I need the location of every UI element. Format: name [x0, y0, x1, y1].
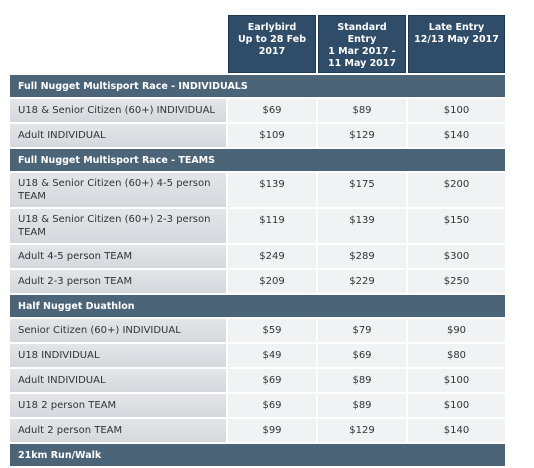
section-title: Full Nugget Multisport Race - INDIVIDUAL…: [10, 75, 505, 97]
price-table-wrap: Earlybird Up to 28 Feb 2017 Standard Entry…: [8, 13, 507, 468]
price: $119: [228, 209, 316, 243]
price-row: Adult INDIVIDUAL $109 $129 $140: [10, 124, 505, 147]
header-line: Up to 28 Feb 2017: [237, 34, 307, 57]
section-title: Full Nugget Multisport Race - TEAMS: [10, 149, 505, 171]
price-row: U18 & Senior Citizen (60+) 4-5 person TE…: [10, 173, 505, 207]
column-header: Late Entry 12/13 May 2017: [408, 15, 505, 73]
price: $59: [228, 319, 316, 342]
price: $100: [408, 369, 505, 392]
entry-label: Adult 2 person TEAM: [10, 419, 226, 442]
price: $140: [408, 419, 505, 442]
entry-label: Adult 4-5 person TEAM: [10, 245, 226, 268]
price: $69: [228, 394, 316, 417]
column-header: Standard Entry 1 Mar 2017 - 11 May 2017: [318, 15, 406, 73]
entry-label: U18 & Senior Citizen (60+) INDIVIDUAL: [10, 99, 226, 122]
price: $99: [228, 419, 316, 442]
price-row: Senior Citizen (60+) INDIVIDUAL $59 $79 $90: [10, 319, 505, 342]
header-line: 1 Mar 2017 - 11 May 2017: [327, 46, 397, 69]
price-row: Adult INDIVIDUAL $69 $89 $100: [10, 369, 505, 392]
price: $89: [318, 369, 406, 392]
price: $89: [318, 394, 406, 417]
header-line: Late Entry: [428, 22, 485, 33]
price-row: U18 2 person TEAM $69 $89 $100: [10, 394, 505, 417]
section-row: Full Nugget Multisport Race - TEAMS: [10, 149, 505, 171]
price: $129: [318, 124, 406, 147]
price: $139: [228, 173, 316, 207]
entry-label: Senior Citizen (60+) INDIVIDUAL: [10, 319, 226, 342]
price: $49: [228, 344, 316, 367]
price: $69: [318, 344, 406, 367]
empty-header: [10, 15, 226, 73]
price: $100: [408, 394, 505, 417]
entry-label: U18 & Senior Citizen (60+) 4-5 person TE…: [10, 173, 226, 207]
price-row: U18 INDIVIDUAL $49 $69 $80: [10, 344, 505, 367]
section-row: 21km Run/Walk: [10, 444, 505, 466]
entry-label: U18 INDIVIDUAL: [10, 344, 226, 367]
price-row: U18 & Senior Citizen (60+) INDIVIDUAL $69…: [10, 99, 505, 122]
entry-label: Adult INDIVIDUAL: [10, 369, 226, 392]
entry-label: U18 & Senior Citizen (60+) 2-3 person TE…: [10, 209, 226, 243]
price: $229: [318, 270, 406, 293]
header-line: 12/13 May 2017: [414, 34, 499, 45]
header-row: Earlybird Up to 28 Feb 2017 Standard Entry…: [10, 15, 505, 73]
entry-label: Adult INDIVIDUAL: [10, 124, 226, 147]
price-row: Adult 2-3 person TEAM $209 $229 $250: [10, 270, 505, 293]
price: $289: [318, 245, 406, 268]
price: $175: [318, 173, 406, 207]
header-line: Standard Entry: [337, 22, 387, 45]
column-header: Earlybird Up to 28 Feb 2017: [228, 15, 316, 73]
price-row: U18 & Senior Citizen (60+) 2-3 person TE…: [10, 209, 505, 243]
price: $69: [228, 369, 316, 392]
price: $249: [228, 245, 316, 268]
price: $80: [408, 344, 505, 367]
price: $89: [318, 99, 406, 122]
price: $140: [408, 124, 505, 147]
price: $79: [318, 319, 406, 342]
price: $129: [318, 419, 406, 442]
price: $69: [228, 99, 316, 122]
price-row: Adult 4-5 person TEAM $249 $289 $300: [10, 245, 505, 268]
section-row: Half Nugget Duathlon: [10, 295, 505, 317]
price: $100: [408, 99, 505, 122]
table-body: Full Nugget Multisport Race - INDIVIDUAL…: [10, 75, 505, 466]
section-title: Half Nugget Duathlon: [10, 295, 505, 317]
section-row: Full Nugget Multisport Race - INDIVIDUAL…: [10, 75, 505, 97]
section-title: 21km Run/Walk: [10, 444, 505, 466]
price: $109: [228, 124, 316, 147]
entry-label: Adult 2-3 person TEAM: [10, 270, 226, 293]
price: $150: [408, 209, 505, 243]
price: $209: [228, 270, 316, 293]
price: $139: [318, 209, 406, 243]
price: $300: [408, 245, 505, 268]
header-line: Earlybird: [247, 22, 297, 33]
price-table: Earlybird Up to 28 Feb 2017 Standard Entry…: [8, 13, 507, 468]
entry-label: U18 2 person TEAM: [10, 394, 226, 417]
price: $90: [408, 319, 505, 342]
price-row: Adult 2 person TEAM $99 $129 $140: [10, 419, 505, 442]
price: $250: [408, 270, 505, 293]
price: $200: [408, 173, 505, 207]
